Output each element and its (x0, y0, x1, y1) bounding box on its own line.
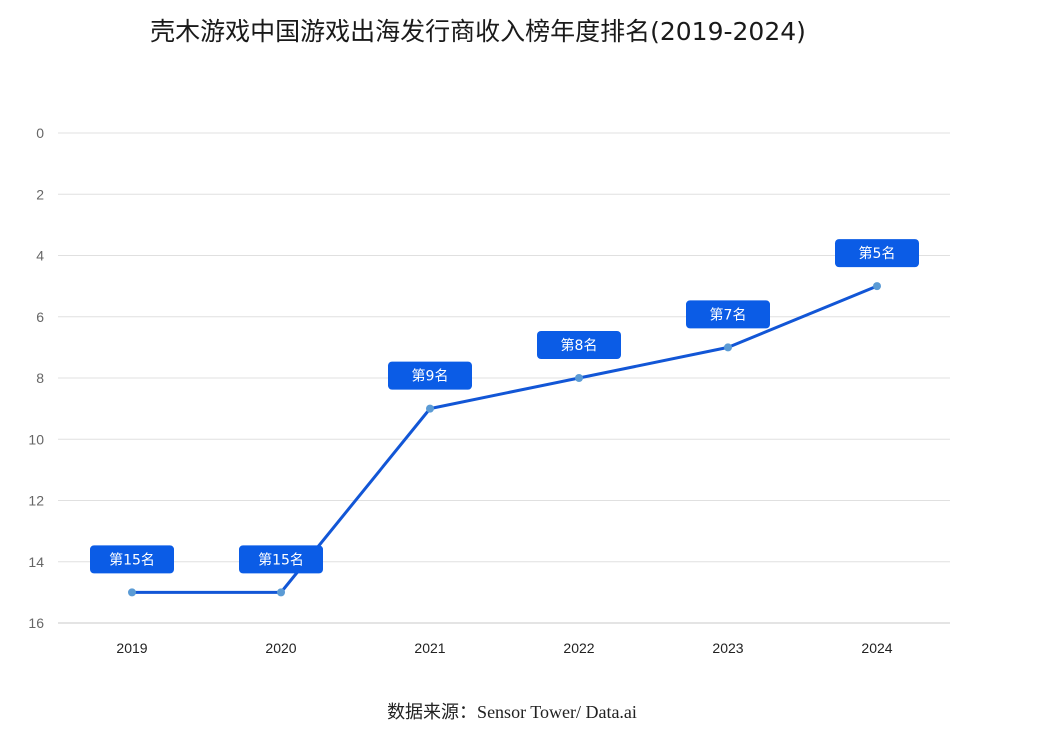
data-label-box (239, 545, 323, 574)
data-point (575, 374, 583, 382)
y-tick-label: 12 (28, 493, 44, 509)
data-label: 第9名 (412, 368, 449, 385)
y-tick-label: 4 (36, 248, 44, 264)
grid-lines (58, 132, 950, 624)
x-tick-label: 2019 (116, 640, 147, 656)
x-axis: 2019 2020 2021 2022 2023 2024 (116, 640, 892, 656)
y-tick-label: 0 (36, 125, 44, 141)
data-label: 第5名 (859, 245, 896, 262)
y-tick-label: 8 (36, 370, 44, 386)
y-tick-label: 2 (36, 186, 44, 202)
chart-title: 壳木游戏中国游戏出海发行商收入榜年度排名(2019-2024) (150, 17, 806, 46)
series-rank (128, 282, 881, 597)
data-labels: 第15名 第15名 第9名 第8名 第7名 第5名 (90, 239, 919, 574)
data-point (724, 343, 732, 352)
y-axis: 0 2 4 6 8 10 12 14 16 (28, 125, 44, 631)
data-label: 第8名 (561, 337, 598, 354)
x-tick-label: 2024 (861, 640, 892, 656)
data-label-box (90, 545, 174, 574)
data-point (426, 404, 434, 413)
data-label-box (686, 300, 770, 329)
data-label-box (537, 331, 621, 359)
data-label-box (835, 239, 919, 268)
x-tick-label: 2023 (712, 640, 743, 656)
x-tick-label: 2020 (265, 640, 296, 656)
x-tick-label: 2022 (563, 640, 594, 656)
data-label: 第15名 (109, 551, 155, 568)
source-note: 数据来源：Sensor Tower/ Data.ai (387, 702, 637, 722)
data-label-box (388, 361, 472, 390)
y-tick-label: 16 (28, 615, 44, 631)
data-point (277, 588, 285, 597)
line-chart: 0 2 4 6 8 10 12 14 16 2019 2020 2021 2022 2023 2024 第… (28, 125, 950, 656)
data-point (873, 282, 881, 291)
y-tick-label: 6 (36, 309, 44, 325)
series-line (132, 284, 878, 594)
y-tick-label: 14 (28, 554, 44, 570)
data-label: 第7名 (710, 306, 747, 323)
data-label: 第15名 (258, 551, 304, 568)
data-point (128, 588, 136, 597)
x-tick-label: 2021 (414, 640, 445, 656)
y-tick-label: 10 (28, 431, 44, 447)
